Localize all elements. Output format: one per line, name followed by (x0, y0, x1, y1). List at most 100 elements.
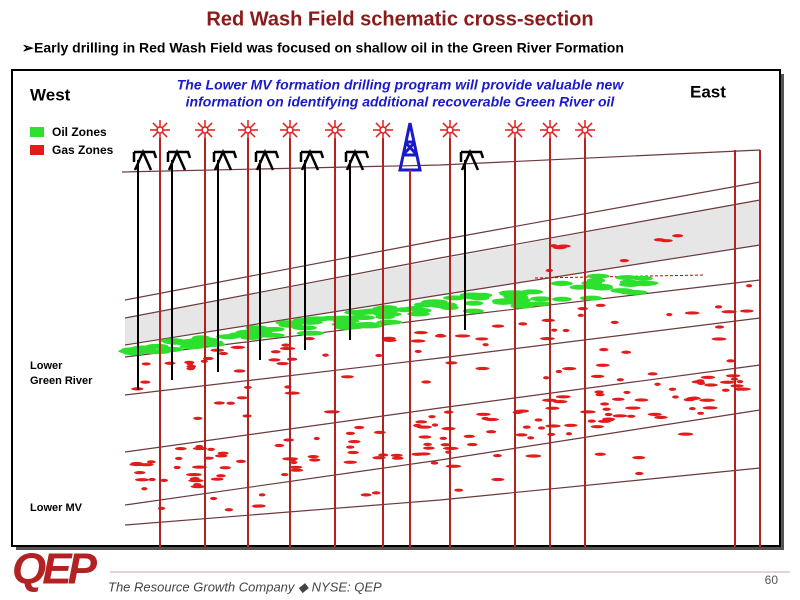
gas-lens (134, 471, 146, 475)
gas-lens (599, 347, 609, 352)
shale-band (125, 200, 760, 345)
hub (511, 126, 519, 134)
gas-lens (721, 388, 730, 392)
gas-lens (414, 331, 428, 335)
gas-lens (702, 406, 718, 410)
gas-lens (587, 419, 596, 423)
gas-lens (537, 426, 546, 430)
hub (446, 126, 454, 134)
formation-label: Green River (30, 375, 93, 387)
gas-lens (594, 390, 604, 394)
gas-lens (697, 411, 705, 415)
gas-lens (634, 398, 649, 402)
oil-lens (443, 295, 466, 301)
logo: QEP (12, 545, 98, 594)
gas-lens (213, 401, 225, 405)
gas-lens (481, 416, 490, 421)
gas-lens (704, 383, 718, 387)
oil-lens (462, 308, 484, 314)
gas-lens (595, 393, 605, 397)
gas-lens (230, 345, 246, 350)
gas-lens (439, 436, 448, 440)
gas-lens (590, 425, 604, 429)
oil-lens (296, 319, 323, 325)
gas-lens (290, 460, 298, 465)
page-number: 60 (765, 573, 779, 587)
gas-lens (141, 362, 151, 366)
gas-lens (543, 376, 550, 380)
gas-lens (235, 459, 246, 463)
gas-lens (562, 367, 577, 371)
gas-lens (700, 375, 716, 379)
hub (581, 126, 589, 134)
oil-lens (530, 296, 552, 302)
gas-lens (415, 420, 428, 424)
oil-lens (581, 280, 603, 286)
gas-lens (141, 487, 148, 491)
gas-lens (522, 425, 531, 429)
gas-lens (431, 423, 439, 427)
gas-lens (411, 452, 425, 456)
gas-lens (203, 456, 214, 460)
gas-lens (616, 378, 624, 382)
gas-lens (382, 338, 397, 343)
gas-lens (216, 474, 226, 478)
gas-lens (653, 238, 665, 242)
gas-lens (714, 305, 723, 309)
gas-lens (192, 446, 208, 451)
gas-lens (666, 313, 673, 317)
gas-lens (140, 380, 151, 384)
gas-lens (280, 472, 289, 477)
cross-section (118, 149, 761, 526)
gas-lens (595, 303, 606, 307)
legend-label: Gas Zones (52, 143, 114, 157)
gas-lens (324, 410, 340, 414)
oil-lens (262, 326, 285, 332)
gas-lens (226, 401, 235, 405)
gas-lens (580, 410, 596, 414)
gas-lens (619, 259, 629, 263)
gas-lens (677, 432, 694, 436)
gas-lens (711, 337, 727, 341)
gas-lens (625, 406, 641, 410)
gas-lens (217, 451, 229, 455)
gas-lens (138, 463, 154, 467)
hub (379, 126, 387, 134)
gas-lens (463, 434, 475, 438)
gas-symbol (150, 120, 170, 140)
legend-swatch-gas (30, 145, 44, 155)
oil-lens (527, 301, 552, 307)
gas-lens (525, 454, 542, 458)
oil-lens (552, 296, 572, 302)
oil-lens (619, 281, 642, 287)
gas-lens (347, 439, 361, 444)
oil-lens (358, 309, 383, 315)
gas-lens (215, 454, 228, 458)
gas-lens (193, 416, 203, 420)
gas-lens (699, 398, 715, 402)
gas-lens (188, 366, 196, 370)
gas-lens (534, 418, 543, 422)
gas-lens (555, 395, 571, 399)
horizon (124, 317, 761, 396)
gas-lens (623, 390, 631, 395)
horizons (121, 149, 761, 526)
gas-lens (564, 423, 578, 427)
gas-lens (360, 493, 372, 497)
gas-lens (486, 430, 497, 434)
gas-lens (421, 380, 432, 384)
gas-lens (146, 460, 156, 464)
gas-lens (186, 473, 202, 477)
gas-lens (545, 406, 560, 410)
gas-lens (307, 455, 319, 459)
gas-lens (313, 436, 320, 441)
gas-lens (654, 382, 661, 386)
gas-lens (209, 496, 218, 501)
oil-lens (615, 274, 639, 280)
gas-lens (279, 346, 296, 351)
gas-lens (632, 455, 646, 460)
horizon (124, 364, 761, 453)
gas-lens (284, 391, 300, 395)
